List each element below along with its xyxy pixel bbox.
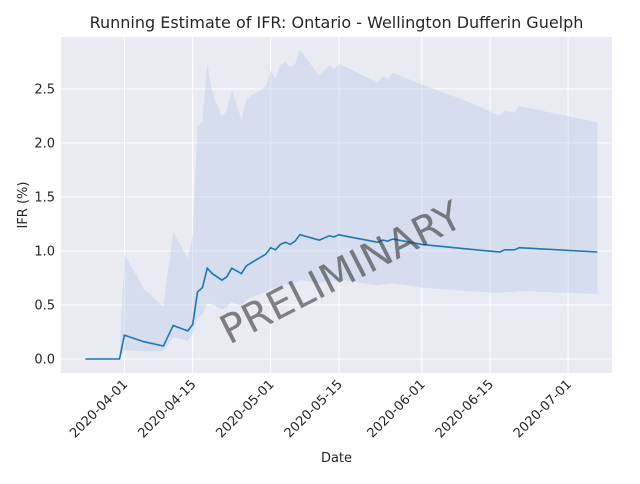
ifr-line (85, 233, 598, 360)
x-tick-label: 2020-04-01 (67, 377, 131, 441)
grid (61, 37, 612, 373)
y-tick-label: 1.0 (34, 244, 55, 259)
confidence-band (85, 50, 598, 359)
x-tick-label: 2020-06-01 (365, 377, 429, 441)
chart-title: Running Estimate of IFR: Ontario - Welli… (90, 13, 584, 32)
y-tick-label: 1.5 (34, 190, 55, 205)
y-tick-label: 2.5 (34, 82, 55, 97)
x-tick-label: 2020-05-01 (213, 377, 277, 441)
x-tick-label: 2020-07-01 (511, 377, 575, 441)
x-tick-label: 2020-05-15 (282, 377, 346, 441)
y-axis-label: IFR (%) (16, 182, 31, 229)
x-tick-label: 2020-04-15 (135, 377, 199, 441)
x-axis-label: Date (321, 451, 352, 466)
x-tick-label: 2020-06-15 (433, 377, 497, 441)
y-tick-label: 2.0 (34, 136, 55, 151)
plot-area (61, 37, 612, 373)
y-tick-label: 0.5 (34, 298, 55, 313)
y-tick-label: 0.0 (34, 352, 55, 367)
